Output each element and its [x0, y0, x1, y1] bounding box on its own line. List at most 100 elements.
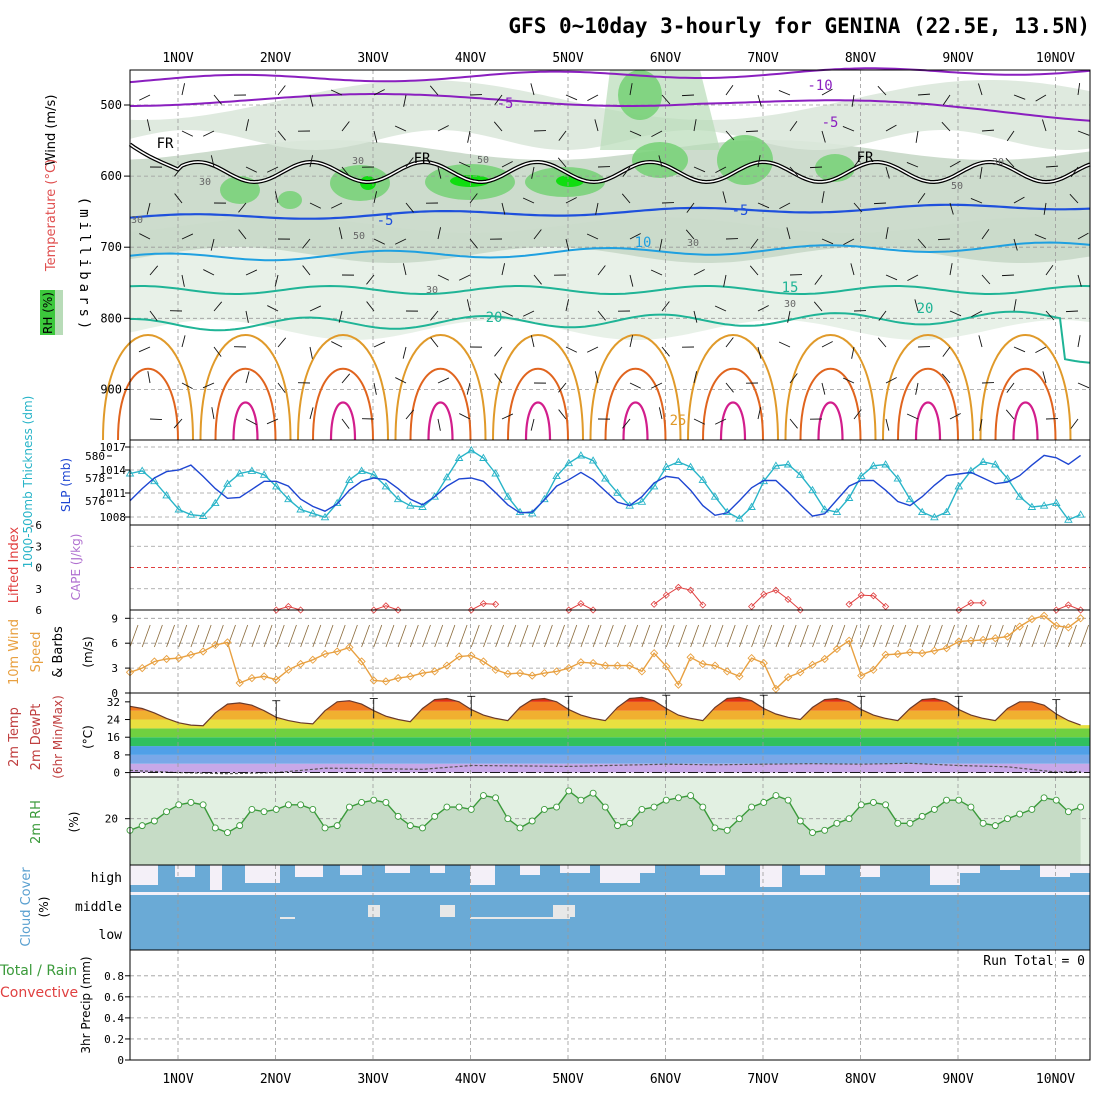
rh2m-point [845, 815, 853, 823]
cloud-gap-high [860, 865, 880, 877]
precip-label-total: Total / Rain [0, 963, 77, 979]
wind-speed-point [1003, 632, 1012, 641]
wind-barb [373, 191, 378, 204]
lifted-index-point [467, 606, 475, 614]
wind-barb [1043, 202, 1047, 215]
wind-barb [437, 227, 442, 240]
wind-speed-point [686, 653, 695, 662]
wind-speed-point [735, 672, 744, 681]
rh2m-point [943, 796, 951, 804]
wind-barb [629, 83, 633, 96]
wind-barb-10m [933, 624, 943, 648]
cloud-gap-high [470, 865, 495, 885]
wind-barb [885, 274, 898, 281]
isotherm-35-loop [719, 401, 747, 441]
wind-barb [722, 191, 727, 204]
wind-barb-10m [787, 624, 797, 648]
thickness-point [186, 510, 196, 518]
legend-rh: RH (%) [41, 292, 55, 334]
wind-barb [429, 85, 439, 96]
wind-speed-point [625, 661, 634, 670]
wind-speed-point [540, 668, 549, 678]
cloud-gap-high [1000, 865, 1020, 870]
rh2m-point [674, 794, 682, 802]
thickness-point [991, 460, 1000, 468]
wind-barb [501, 202, 506, 215]
wind-barb [213, 94, 222, 105]
wind-speed-point [211, 640, 220, 650]
date-label-top: 7NOV [747, 51, 778, 66]
isotherm-label: 25 [670, 413, 687, 429]
wind-barb [565, 238, 570, 251]
lifted-index-point [370, 606, 378, 614]
isotherm-30-loop [312, 367, 374, 441]
wind-barb-10m [982, 624, 992, 648]
wind-barb [210, 238, 215, 251]
rh2m-point [906, 819, 914, 827]
slp-axis-label: SLP (mb) [59, 458, 73, 512]
wind-barb [906, 413, 919, 420]
date-label-bottom: 2NOV [260, 1072, 291, 1087]
thickness-point [747, 502, 756, 510]
wind-barb [174, 166, 183, 177]
temp-tick: 0 [113, 767, 120, 780]
wind-barb [914, 299, 919, 312]
rh2m-point [967, 803, 975, 811]
thickness-point [1064, 515, 1073, 523]
lifted-index-point [979, 599, 987, 607]
wind-barb [757, 202, 770, 209]
wind-speed-point [272, 675, 281, 684]
cloud-label: Cloud Cover [19, 867, 34, 947]
wind-barb-10m [202, 624, 212, 648]
isotherm-label: -5 [822, 115, 839, 131]
wind-speed-point [698, 659, 707, 669]
cloud-gap-high [385, 865, 410, 873]
lifted-index-point [662, 591, 670, 599]
lifted-index-line [1056, 604, 1081, 611]
wind-barb [757, 407, 762, 420]
lifted-index-tick: 3 [35, 583, 42, 596]
wind-barb [213, 301, 223, 312]
wind-barb-10m [556, 624, 565, 648]
wind-barb [266, 418, 279, 425]
wind-barb [530, 83, 535, 96]
isotherm-label: FR [414, 151, 431, 167]
wind-barb [531, 166, 535, 179]
thickness-point [320, 512, 330, 521]
cloud-gap-middle [280, 917, 295, 919]
rh2m-point [443, 803, 451, 811]
cloud-gap-high [960, 865, 980, 873]
rh2m-point [528, 817, 536, 825]
wind-speed-point [442, 661, 452, 670]
rh2m-point [1028, 805, 1036, 813]
wind-barb [661, 301, 670, 312]
lifted-index-tick: -3 [29, 540, 42, 553]
cloud-gap-high [930, 865, 960, 885]
wind-barb [277, 130, 286, 141]
rh-contour-label: 50 [353, 231, 365, 242]
wind-speed-point [1064, 623, 1073, 632]
thickness-point [564, 458, 574, 467]
thickness-point [869, 461, 878, 469]
wind-barb-10m [434, 624, 444, 648]
wind-barb [430, 337, 439, 348]
date-label-bottom: 5NOV [552, 1072, 583, 1087]
wind-barb [523, 310, 535, 317]
wind-barb [1045, 264, 1054, 276]
slp-tick: 1008 [100, 511, 127, 524]
wind-barb [341, 373, 351, 384]
cloud-unit: (%) [37, 897, 51, 918]
wind-barb [1005, 157, 1015, 168]
isotherm-30-loop [409, 367, 472, 441]
isotherm-20 [130, 310, 1091, 364]
wind-barb [594, 119, 599, 132]
precip-tick: 0.4 [104, 1012, 124, 1025]
wind-barb-10m [263, 624, 273, 648]
thickness-tick: 580 [85, 450, 105, 463]
rh2m-point [979, 819, 987, 827]
wind-barb [786, 227, 791, 240]
thickness-point [381, 482, 391, 490]
panel-precip-frame [129, 949, 1091, 1061]
wind-barb [693, 119, 697, 132]
wind-barb [885, 227, 889, 240]
